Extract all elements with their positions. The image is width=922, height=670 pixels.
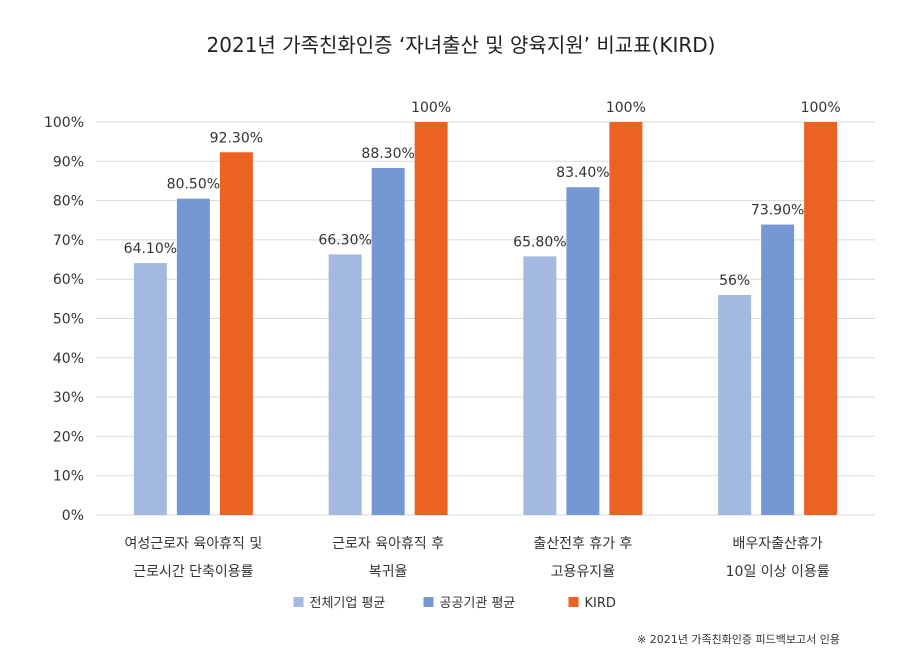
data-label: 65.80% [513, 234, 566, 250]
data-label: 73.90% [751, 203, 804, 219]
legend: 전체기업 평균 공공기관 평균 KIRD [293, 596, 616, 611]
bar [804, 122, 838, 515]
chart-title: 2021년 가족친화인증 ‘자녀출산 및 양육지원’ 비교표(KIRD) [207, 33, 716, 57]
x-category-label: 고용유지율 [551, 564, 616, 580]
data-label: 64.10% [124, 241, 177, 257]
x-category-label: 여성근로자 육아휴직 및 [125, 536, 263, 552]
chart-footnote: ※ 2021년 가족친화인증 피드백보고서 인용 [637, 633, 840, 646]
y-tick-label: 40% [53, 351, 84, 367]
legend-label: KIRD [585, 596, 616, 611]
bar [718, 294, 752, 515]
y-tick-label: 20% [53, 429, 84, 445]
y-tick-label: 100% [44, 115, 84, 131]
y-tick-label: 10% [53, 469, 84, 485]
bar [414, 122, 448, 515]
bar [371, 167, 405, 515]
data-label: 56% [719, 273, 750, 289]
data-label: 100% [411, 100, 451, 116]
bar [523, 256, 557, 515]
bar [761, 224, 795, 515]
y-tick-label: 90% [53, 154, 84, 170]
data-label: 88.30% [361, 146, 414, 162]
legend-label: 공공기관 평균 [440, 596, 516, 611]
data-label: 100% [606, 100, 646, 116]
data-label: 92.30% [210, 130, 263, 146]
x-category-label: 배우자출산휴가 [733, 536, 823, 552]
legend-swatch [568, 597, 579, 607]
y-tick-label: 0% [62, 508, 84, 524]
y-tick-label: 30% [53, 390, 84, 406]
data-label: 66.30% [318, 232, 371, 248]
bar [328, 254, 362, 516]
x-category-label: 근로시간 단축이용률 [133, 564, 253, 580]
data-labels: 64.10% 80.50% 92.30% 66.30% 88.30% 100% 65.80%… [124, 100, 841, 289]
data-label: 83.40% [556, 165, 609, 181]
bar [566, 187, 600, 515]
y-tick-label: 70% [53, 233, 84, 249]
bar [609, 122, 643, 515]
y-axis-ticks: 0% 10% 20% 30% 40% 50% 60% 70% 80% 90% 100% [44, 115, 84, 524]
x-category-label: 근로자 육아휴직 후 [332, 536, 444, 552]
bar [176, 198, 210, 515]
x-category-label: 10일 이상 이용률 [726, 564, 830, 580]
data-label: 100% [801, 100, 841, 116]
legend-swatch [293, 597, 304, 607]
y-tick-label: 50% [53, 312, 84, 328]
y-tick-label: 60% [53, 272, 84, 288]
x-category-label: 복귀율 [369, 564, 408, 580]
bar [133, 263, 167, 515]
bar [219, 152, 253, 516]
data-label: 80.50% [167, 177, 220, 193]
y-tick-label: 80% [53, 194, 84, 210]
bars [133, 122, 838, 516]
legend-label: 전체기업 평균 [310, 596, 386, 611]
x-category-label: 출산전후 휴가 후 [533, 536, 632, 552]
legend-swatch [423, 597, 434, 607]
